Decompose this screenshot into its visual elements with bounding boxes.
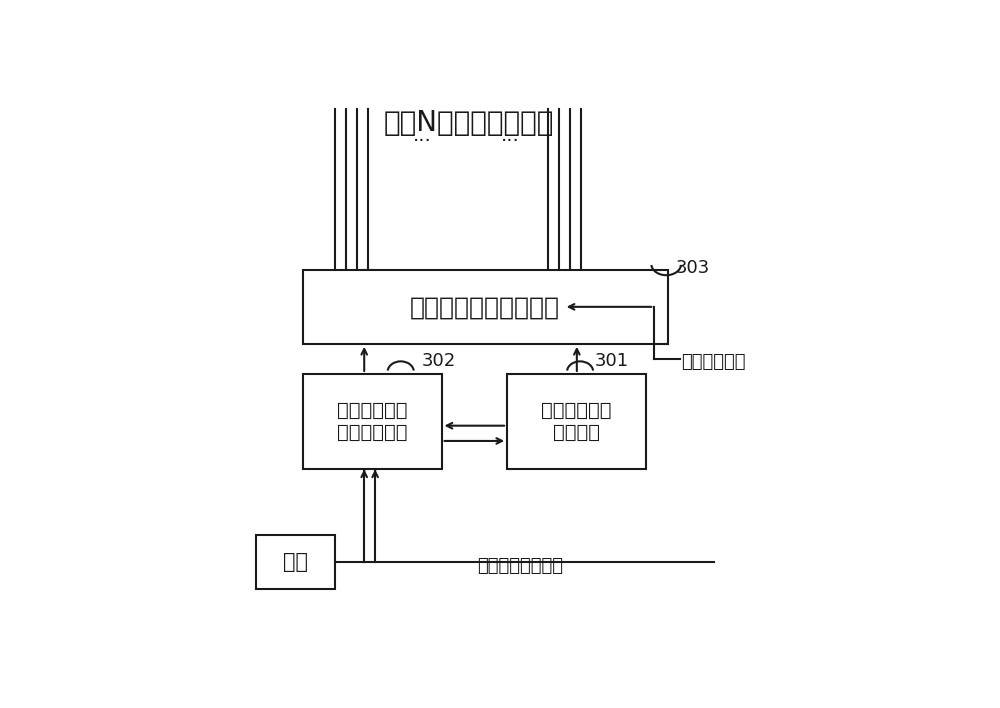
Bar [256, 535, 335, 589]
Text: 302: 302 [421, 352, 456, 370]
Text: ···: ··· [413, 132, 432, 151]
Bar [303, 374, 442, 469]
Bar [507, 374, 646, 469]
Bar [303, 270, 668, 344]
Text: 电源: 电源 [283, 552, 308, 572]
Text: 波束赋形权值
切换控制单元: 波束赋形权值 切换控制单元 [337, 401, 407, 442]
Text: 303: 303 [676, 259, 710, 277]
Text: 波束赋形权值输出电路: 波束赋形权值输出电路 [410, 295, 560, 319]
Text: 射频信号输入: 射频信号输入 [681, 353, 746, 371]
Text: 301: 301 [594, 352, 628, 370]
Text: 波束赋形权值
存储单元: 波束赋形权值 存储单元 [541, 401, 612, 442]
Text: 输出N个射频输出信号: 输出N个射频输出信号 [384, 110, 554, 137]
Text: 波束赋形指令输入: 波束赋形指令输入 [477, 556, 563, 574]
Text: ···: ··· [500, 132, 519, 151]
